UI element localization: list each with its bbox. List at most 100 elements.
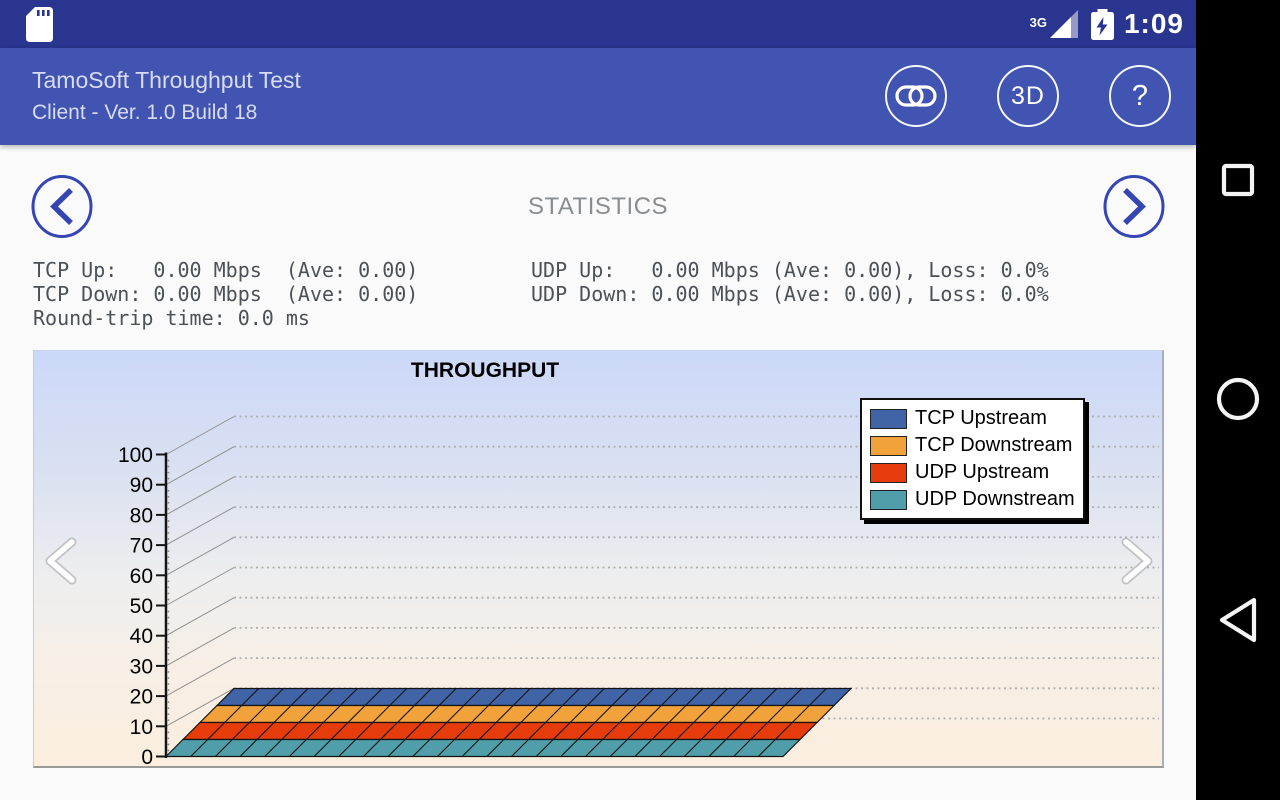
- y-tick-label: 60: [130, 565, 153, 588]
- grid-diagonal: [165, 416, 235, 455]
- legend-item: UDP Downstream: [870, 486, 1075, 513]
- y-minor-tick: [167, 737, 170, 740]
- y-minor-tick: [167, 495, 170, 498]
- y-minor-tick: [167, 640, 170, 643]
- y-minor-tick: [167, 701, 170, 704]
- chart-title: THROUGHPUT: [411, 359, 559, 382]
- legend-label: TCP Downstream: [915, 434, 1073, 456]
- legend-label: TCP Upstream: [915, 407, 1047, 429]
- stat-line: TCP Up: 0.00 Mbps (Ave: 0.00): [33, 258, 419, 282]
- y-minor-tick: [167, 707, 170, 710]
- legend-item: TCP Downstream: [870, 432, 1075, 459]
- chart-prev-chevron-icon[interactable]: [42, 534, 88, 588]
- signal-group: 3G: [1030, 9, 1079, 39]
- y-minor-tick: [167, 646, 170, 649]
- sd-card-icon: [26, 6, 53, 42]
- y-minor-tick: [167, 622, 170, 625]
- y-tick-label: 30: [130, 655, 153, 678]
- grid-diagonal: [165, 627, 235, 667]
- tcp-stats-text: TCP Up: 0.00 Mbps (Ave: 0.00) TCP Down: 0…: [33, 258, 418, 330]
- back-button[interactable]: [1196, 590, 1280, 650]
- help-label: ?: [1131, 79, 1149, 112]
- y-tick-label: 10: [130, 716, 153, 739]
- y-minor-tick: [167, 526, 170, 528]
- stat-line: UDP Up: 0.00 Mbps (Ave: 0.00), Loss: 0.0…: [531, 258, 1049, 282]
- recents-button[interactable]: [1196, 150, 1280, 210]
- legend-label: UDP Upstream: [915, 461, 1050, 483]
- grid-diagonal: [165, 476, 235, 516]
- stat-line: UDP Down: 0.00 Mbps (Ave: 0.00), Loss: 0…: [531, 282, 1049, 306]
- ribbon-tcp-upstream: [215, 687, 853, 707]
- help-button[interactable]: ?: [1109, 65, 1171, 127]
- y-minor-tick: [167, 562, 170, 565]
- signal-triangle-icon: [1049, 10, 1078, 38]
- grid-diagonal: [165, 567, 235, 606]
- chart-legend: TCP Upstream TCP Downstream UDP Upstream UD…: [860, 398, 1085, 520]
- y-minor-tick: [167, 507, 170, 510]
- legend-swatch: [870, 435, 907, 456]
- y-minor-tick: [167, 465, 170, 468]
- grid-diagonal: [165, 446, 235, 486]
- legend-item: TCP Upstream: [870, 405, 1075, 432]
- grid-diagonal: [165, 536, 235, 576]
- app-title: TamoSoft Throughput Test: [32, 67, 301, 93]
- y-minor-tick: [167, 580, 170, 583]
- 3d-view-button[interactable]: 3D: [997, 65, 1059, 127]
- grid-diagonal: [165, 506, 235, 546]
- home-button[interactable]: [1196, 369, 1280, 429]
- android-nav-bar: [1196, 0, 1280, 800]
- y-minor-tick: [167, 677, 170, 679]
- battery-charging-icon: [1090, 8, 1114, 40]
- circle-icon: [1216, 377, 1260, 421]
- app-bar: TamoSoft Throughput Test Client - Ver. 1…: [0, 48, 1196, 145]
- 3d-view-label: 3D: [1011, 81, 1045, 110]
- triangle-left-icon: [1219, 597, 1257, 643]
- y-tick-label: 50: [130, 595, 153, 618]
- stat-line: Round-trip time: 0.0 ms: [33, 306, 310, 330]
- chart-next-chevron-icon[interactable]: [1116, 534, 1162, 588]
- stat-line: TCP Down: 0.00 Mbps (Ave: 0.00): [33, 282, 419, 306]
- y-tick-label: 90: [130, 474, 153, 497]
- y-minor-tick: [167, 713, 170, 716]
- y-minor-tick: [167, 683, 170, 685]
- y-minor-tick: [167, 592, 170, 595]
- y-minor-tick: [167, 610, 170, 613]
- y-minor-tick: [167, 538, 170, 540]
- y-tick-label: 0: [141, 746, 153, 766]
- legend-item: UDP Upstream: [870, 459, 1075, 486]
- y-tick-label: 20: [130, 686, 153, 709]
- square-icon: [1221, 163, 1255, 197]
- y-tick-label: 100: [118, 444, 153, 467]
- previous-page-button[interactable]: [31, 175, 93, 238]
- ribbon-udp-downstream: [164, 738, 802, 758]
- y-minor-tick: [167, 586, 170, 589]
- y-minor-tick: [167, 556, 170, 559]
- y-tick-label: 70: [130, 535, 153, 558]
- y-minor-tick: [167, 568, 170, 571]
- grid-diagonal: [165, 657, 235, 697]
- y-minor-tick: [167, 658, 170, 661]
- grid-diagonal: [165, 597, 235, 637]
- ribbon-udp-upstream: [181, 721, 819, 741]
- page-title: STATISTICS: [527, 193, 669, 220]
- y-minor-tick: [167, 598, 170, 601]
- clock: 1:09: [1123, 8, 1184, 39]
- udp-stats-text: UDP Up: 0.00 Mbps (Ave: 0.00), Loss: 0.0…: [531, 258, 1049, 306]
- connect-button[interactable]: [885, 65, 947, 127]
- app-subtitle: Client - Ver. 1.0 Build 18: [32, 101, 258, 124]
- throughput-chart-panel[interactable]: 0 10 20 30 40 50 60 70 80 90 100 THROUGHPUT TCP Ups…: [33, 350, 1164, 768]
- y-minor-tick: [167, 520, 170, 522]
- legend-swatch: [870, 408, 907, 429]
- status-bar: 3G 1:09: [0, 0, 1196, 48]
- y-minor-tick: [167, 477, 170, 480]
- grid-diagonal: [165, 687, 235, 727]
- y-minor-tick: [167, 501, 170, 504]
- y-minor-tick: [167, 459, 170, 462]
- legend-label: UDP Downstream: [915, 488, 1075, 510]
- y-minor-tick: [167, 471, 170, 474]
- link-icon: [895, 85, 937, 107]
- ribbon-tcp-downstream: [198, 704, 836, 724]
- next-page-button[interactable]: [1103, 175, 1165, 238]
- y-minor-tick: [167, 550, 170, 553]
